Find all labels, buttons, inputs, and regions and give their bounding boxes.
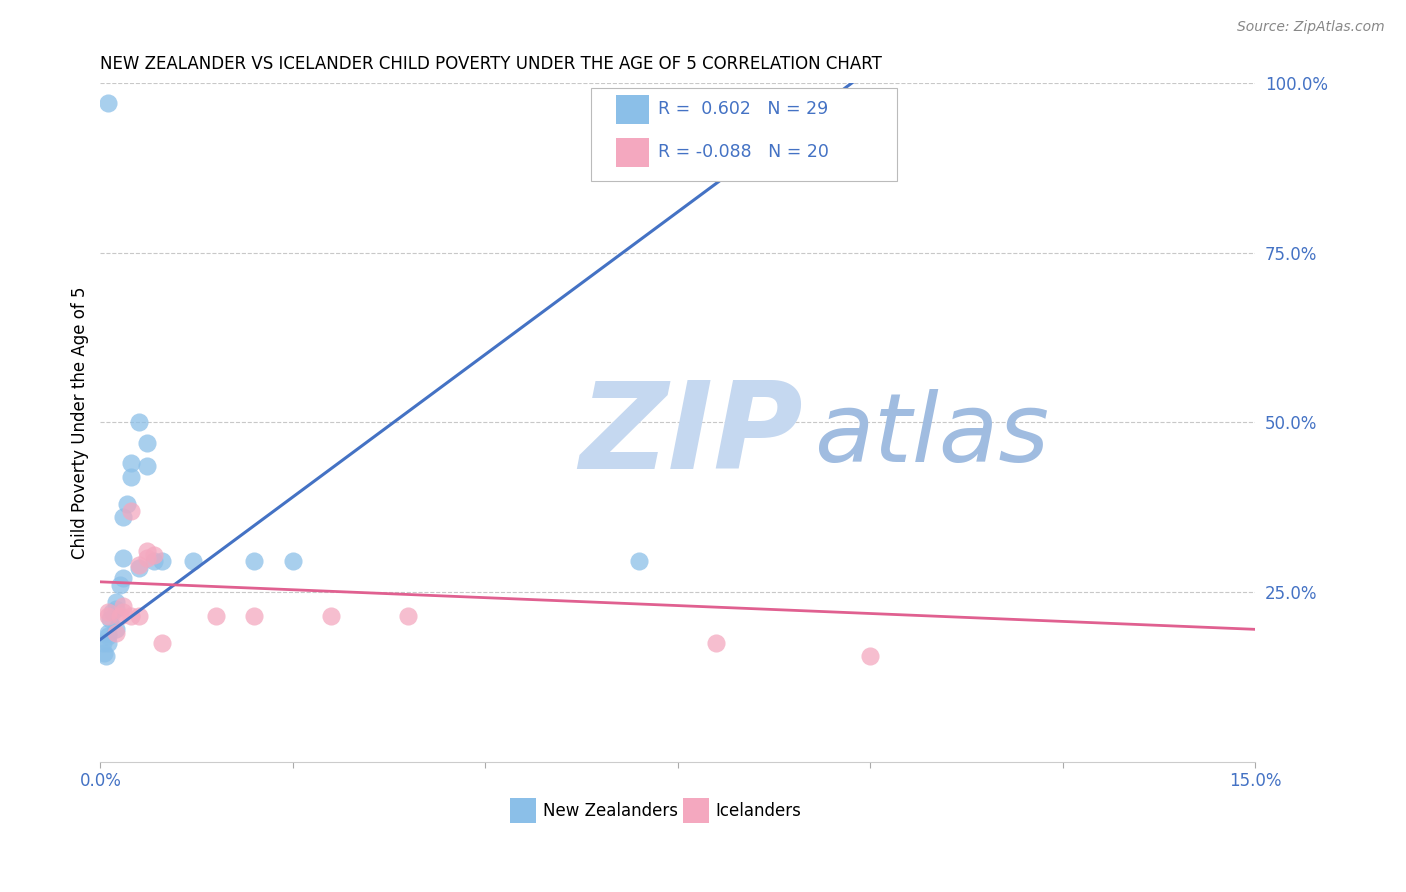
Point [117, 497, 139, 511]
Point [108, 578, 131, 592]
Point [128, 561, 150, 575]
Point [143, 548, 166, 562]
Point [128, 608, 150, 623]
Point [143, 554, 166, 568]
Point [396, 608, 419, 623]
Text: Icelanders: Icelanders [716, 802, 801, 820]
Point [243, 608, 266, 623]
Point [98, 612, 121, 626]
Point [120, 456, 142, 470]
Point [97, 96, 120, 111]
FancyBboxPatch shape [616, 138, 648, 167]
Point [104, 623, 127, 637]
Point [128, 415, 150, 429]
Point [97, 636, 120, 650]
Point [135, 544, 157, 558]
Text: New Zealanders: New Zealanders [543, 802, 678, 820]
Point [112, 571, 135, 585]
Point [243, 554, 266, 568]
Point [101, 606, 124, 620]
FancyBboxPatch shape [591, 87, 897, 181]
Point [120, 503, 142, 517]
Point [150, 554, 173, 568]
Point [859, 649, 882, 664]
Point [97, 629, 120, 643]
Text: R = -0.088   N = 20: R = -0.088 N = 20 [658, 144, 830, 161]
Text: Source: ZipAtlas.com: Source: ZipAtlas.com [1237, 20, 1385, 34]
Text: atlas: atlas [814, 390, 1049, 483]
Point [104, 595, 127, 609]
Point [108, 608, 131, 623]
Point [112, 599, 135, 613]
Point [150, 636, 173, 650]
Point [281, 554, 304, 568]
Point [704, 636, 727, 650]
Point [120, 469, 142, 483]
Point [135, 551, 157, 566]
Text: ZIP: ZIP [579, 377, 803, 494]
Text: R =  0.602   N = 29: R = 0.602 N = 29 [658, 101, 828, 119]
Point [93, 646, 115, 660]
Text: NEW ZEALANDER VS ICELANDER CHILD POVERTY UNDER THE AGE OF 5 CORRELATION CHART: NEW ZEALANDER VS ICELANDER CHILD POVERTY… [100, 55, 882, 73]
FancyBboxPatch shape [510, 798, 536, 822]
Point [91, 636, 114, 650]
Point [104, 625, 127, 640]
Point [94, 649, 117, 664]
Point [104, 602, 127, 616]
Point [135, 435, 157, 450]
Point [181, 554, 204, 568]
FancyBboxPatch shape [683, 798, 709, 822]
Point [97, 608, 120, 623]
Point [120, 608, 142, 623]
Point [128, 558, 150, 572]
FancyBboxPatch shape [616, 95, 648, 124]
Point [112, 510, 135, 524]
Point [112, 606, 135, 620]
Point [97, 606, 120, 620]
Point [321, 608, 343, 623]
Point [628, 554, 651, 568]
Point [112, 551, 135, 566]
Point [204, 608, 226, 623]
Point [97, 625, 120, 640]
Point [135, 459, 157, 474]
Y-axis label: Child Poverty Under the Age of 5: Child Poverty Under the Age of 5 [72, 286, 89, 558]
